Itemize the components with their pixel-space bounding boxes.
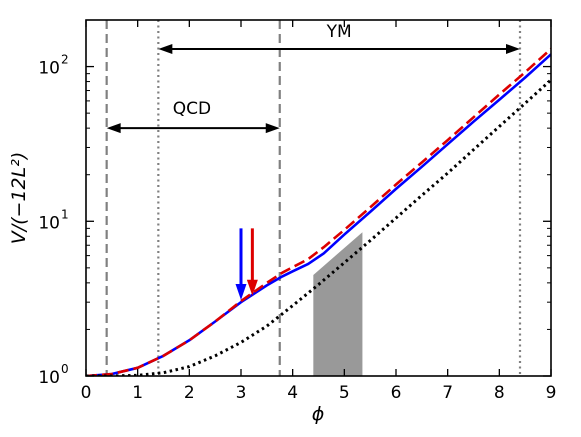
shaded-region bbox=[313, 232, 363, 376]
x-tick-label-5: 5 bbox=[339, 383, 350, 403]
y-tick-exponent-2: 2 bbox=[61, 53, 69, 67]
x-axis-label: ϕ bbox=[312, 403, 325, 425]
annotation-arrowhead-left-0 bbox=[106, 123, 121, 134]
y-tick-exponent-0: 0 bbox=[61, 362, 69, 376]
x-tick-label-4: 4 bbox=[287, 383, 298, 403]
marker-arrowhead-0 bbox=[235, 283, 247, 300]
y-tick-exponent-1: 1 bbox=[61, 207, 69, 221]
annotation-label-1: YM bbox=[326, 22, 352, 42]
x-tick-label-0: 0 bbox=[81, 383, 92, 403]
annotation-arrowhead-right-0 bbox=[265, 123, 280, 134]
x-tick-label-6: 6 bbox=[391, 383, 402, 403]
x-tick-label-2: 2 bbox=[184, 383, 195, 403]
y-tick-label-2: 10 bbox=[38, 59, 60, 79]
shaded-region-layer bbox=[313, 232, 363, 376]
series-layer bbox=[86, 47, 551, 376]
x-ticks-layer: 0 1 2 3 4 5 6 7 8 9 bbox=[81, 20, 557, 403]
annotation-arrowhead-right-1 bbox=[506, 43, 520, 54]
y-tick-label-0: 10 bbox=[38, 368, 60, 388]
x-tick-label-7: 7 bbox=[442, 383, 453, 403]
y-tick-label-1: 10 bbox=[38, 213, 60, 233]
annotation-arrowhead-left-1 bbox=[158, 43, 173, 54]
annotations-layer: QCD YM bbox=[106, 22, 520, 300]
marker-arrowhead-1 bbox=[246, 279, 258, 296]
vertical-lines-layer bbox=[105, 20, 522, 376]
y-axis-label: V/(−12L²) bbox=[8, 152, 30, 245]
plot-area bbox=[86, 20, 551, 376]
x-tick-label-8: 8 bbox=[494, 383, 505, 403]
x-tick-label-1: 1 bbox=[132, 383, 143, 403]
x-tick-label-3: 3 bbox=[236, 383, 247, 403]
x-tick-label-9: 9 bbox=[546, 383, 557, 403]
series-line-2 bbox=[86, 78, 551, 376]
plot-frame bbox=[85, 19, 552, 377]
annotation-label-0: QCD bbox=[173, 99, 211, 119]
series-line-1 bbox=[86, 47, 551, 376]
